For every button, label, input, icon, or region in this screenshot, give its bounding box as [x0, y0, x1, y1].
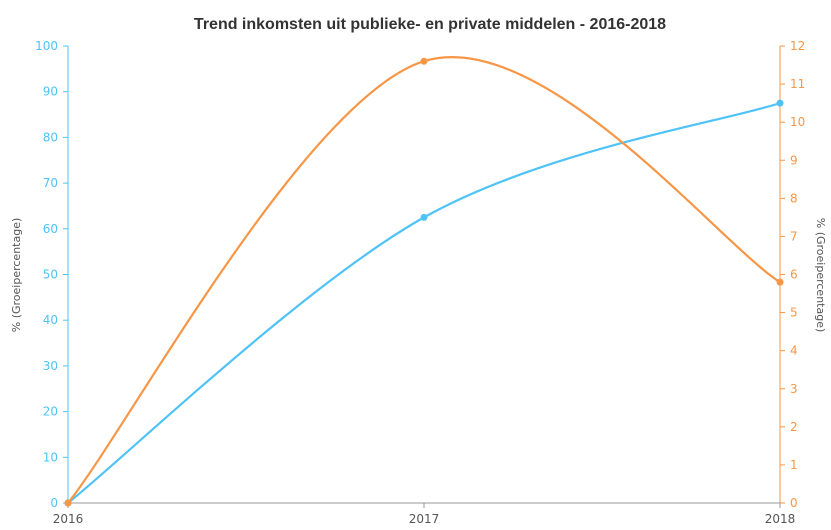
series-line-2	[67, 56, 781, 504]
series-1-point[interactable]	[420, 213, 428, 221]
right-tick-label: 6	[790, 268, 798, 282]
right-tick-label: 0	[790, 496, 798, 510]
right-tick-label: 8	[790, 191, 798, 205]
right-tick-label: 9	[790, 153, 798, 167]
x-tick-label: 2017	[409, 512, 440, 526]
right-tick-label: 4	[790, 344, 798, 358]
left-tick-label: 50	[43, 268, 58, 282]
left-tick-label: 0	[50, 496, 58, 510]
chart-title: Trend inkomsten uit publieke- en private…	[194, 16, 666, 33]
left-tick-label: 80	[43, 130, 58, 144]
x-axis-ticks: 2016 2017 2018	[53, 503, 796, 526]
left-tick-label: 60	[43, 222, 58, 236]
right-tick-label: 3	[790, 382, 798, 396]
left-tick-label: 90	[43, 85, 58, 99]
right-tick-label: 12	[790, 39, 805, 53]
left-tick-label: 30	[43, 359, 58, 373]
series-2-point[interactable]	[420, 57, 428, 65]
right-tick-label: 1	[790, 458, 798, 472]
x-tick-label: 2018	[765, 512, 796, 526]
left-tick-label: 10	[43, 450, 58, 464]
left-tick-label: 100	[35, 39, 58, 53]
right-axis-title: % (Groeipercentage)	[814, 218, 827, 333]
left-tick-label: 20	[43, 405, 58, 419]
left-tick-label: 40	[43, 313, 58, 327]
x-tick-label: 2016	[53, 512, 84, 526]
series-2-point[interactable]	[64, 499, 72, 507]
left-tick-label: 70	[43, 176, 58, 190]
series-1-point[interactable]	[776, 99, 784, 107]
series-line-1	[67, 102, 781, 504]
right-tick-label: 11	[790, 77, 805, 91]
series-layer	[64, 56, 784, 507]
left-axis-ticks: 0 10 20 30 40 50 60 70 80 90 100	[35, 39, 68, 510]
right-tick-label: 2	[790, 420, 798, 434]
right-tick-label: 7	[790, 229, 798, 243]
right-tick-label: 5	[790, 306, 798, 320]
right-tick-label: 10	[790, 115, 805, 129]
series-2-point[interactable]	[776, 278, 784, 286]
left-axis-title: % (Groeipercentage)	[10, 218, 23, 333]
